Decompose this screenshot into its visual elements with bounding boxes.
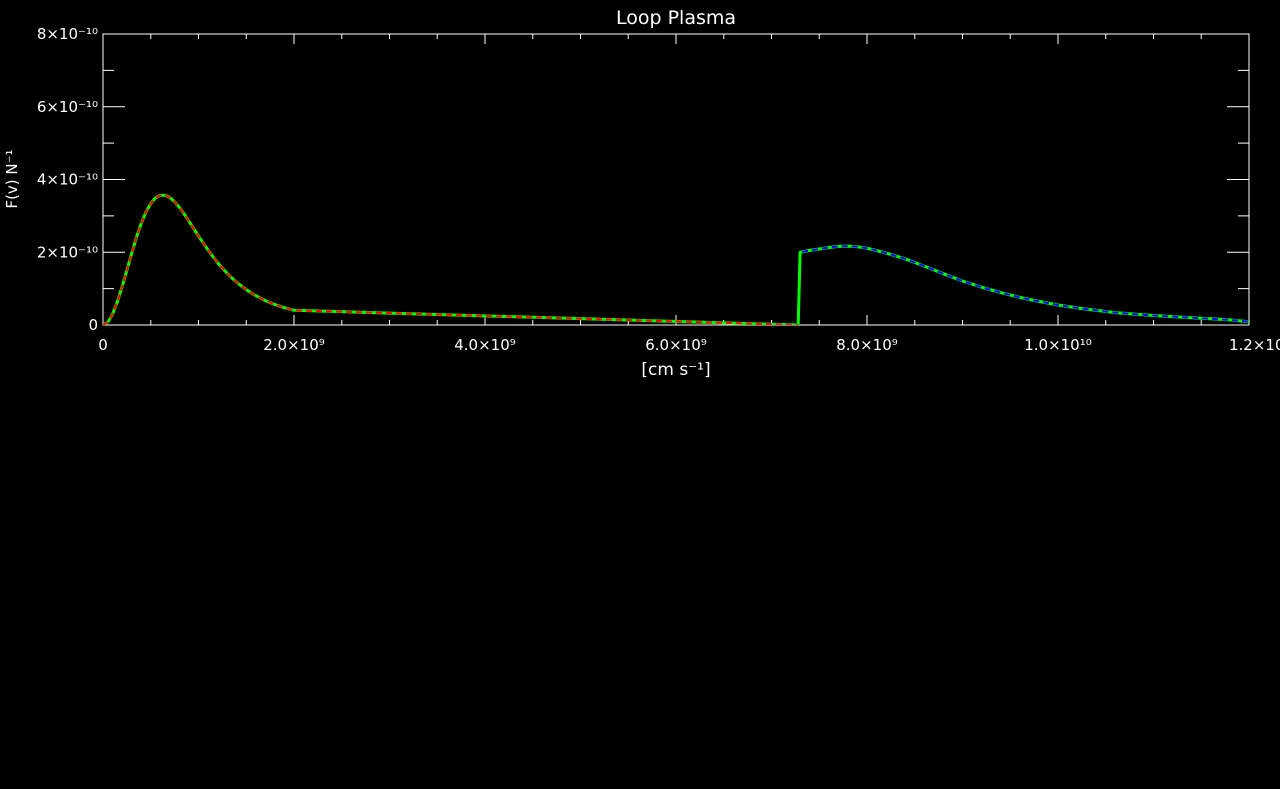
y-tick-label: 2×10⁻¹⁰ [37, 243, 98, 261]
tick-labels: 0 2.0×10⁹ 4.0×10⁹ 6.0×10⁹ 8.0×10⁹ 1.0×10¹⁰ 1.2… [37, 25, 1280, 354]
x-tick-label: 6.0×10⁹ [645, 336, 707, 354]
x-axis-label: [cm s⁻¹] [641, 360, 710, 380]
y-tick-label: 4×10⁻¹⁰ [37, 171, 98, 189]
x-tick-label: 1.0×10¹⁰ [1024, 336, 1092, 354]
series-layer [103, 193, 1249, 325]
x-tick-label: 8.0×10⁹ [836, 336, 898, 354]
y-tick-label: 6×10⁻¹⁰ [37, 98, 98, 116]
x-tick-label: 1.2×10¹ [1229, 336, 1280, 354]
y-axis-label: F(v) N⁻¹ [3, 149, 21, 208]
chart-title: Loop Plasma [616, 7, 736, 29]
x-tick-label: 4.0×10⁹ [454, 336, 516, 354]
series-line-thermal [103, 194, 799, 325]
y-tick-label: 0 [88, 316, 98, 334]
x-tick-label: 0 [98, 336, 108, 354]
axis-ticks [102, 33, 1250, 326]
y-tick-label: 8×10⁻¹⁰ [37, 25, 98, 43]
series-line-beam [801, 245, 1249, 323]
x-tick-label: 2.0×10⁹ [263, 336, 325, 354]
